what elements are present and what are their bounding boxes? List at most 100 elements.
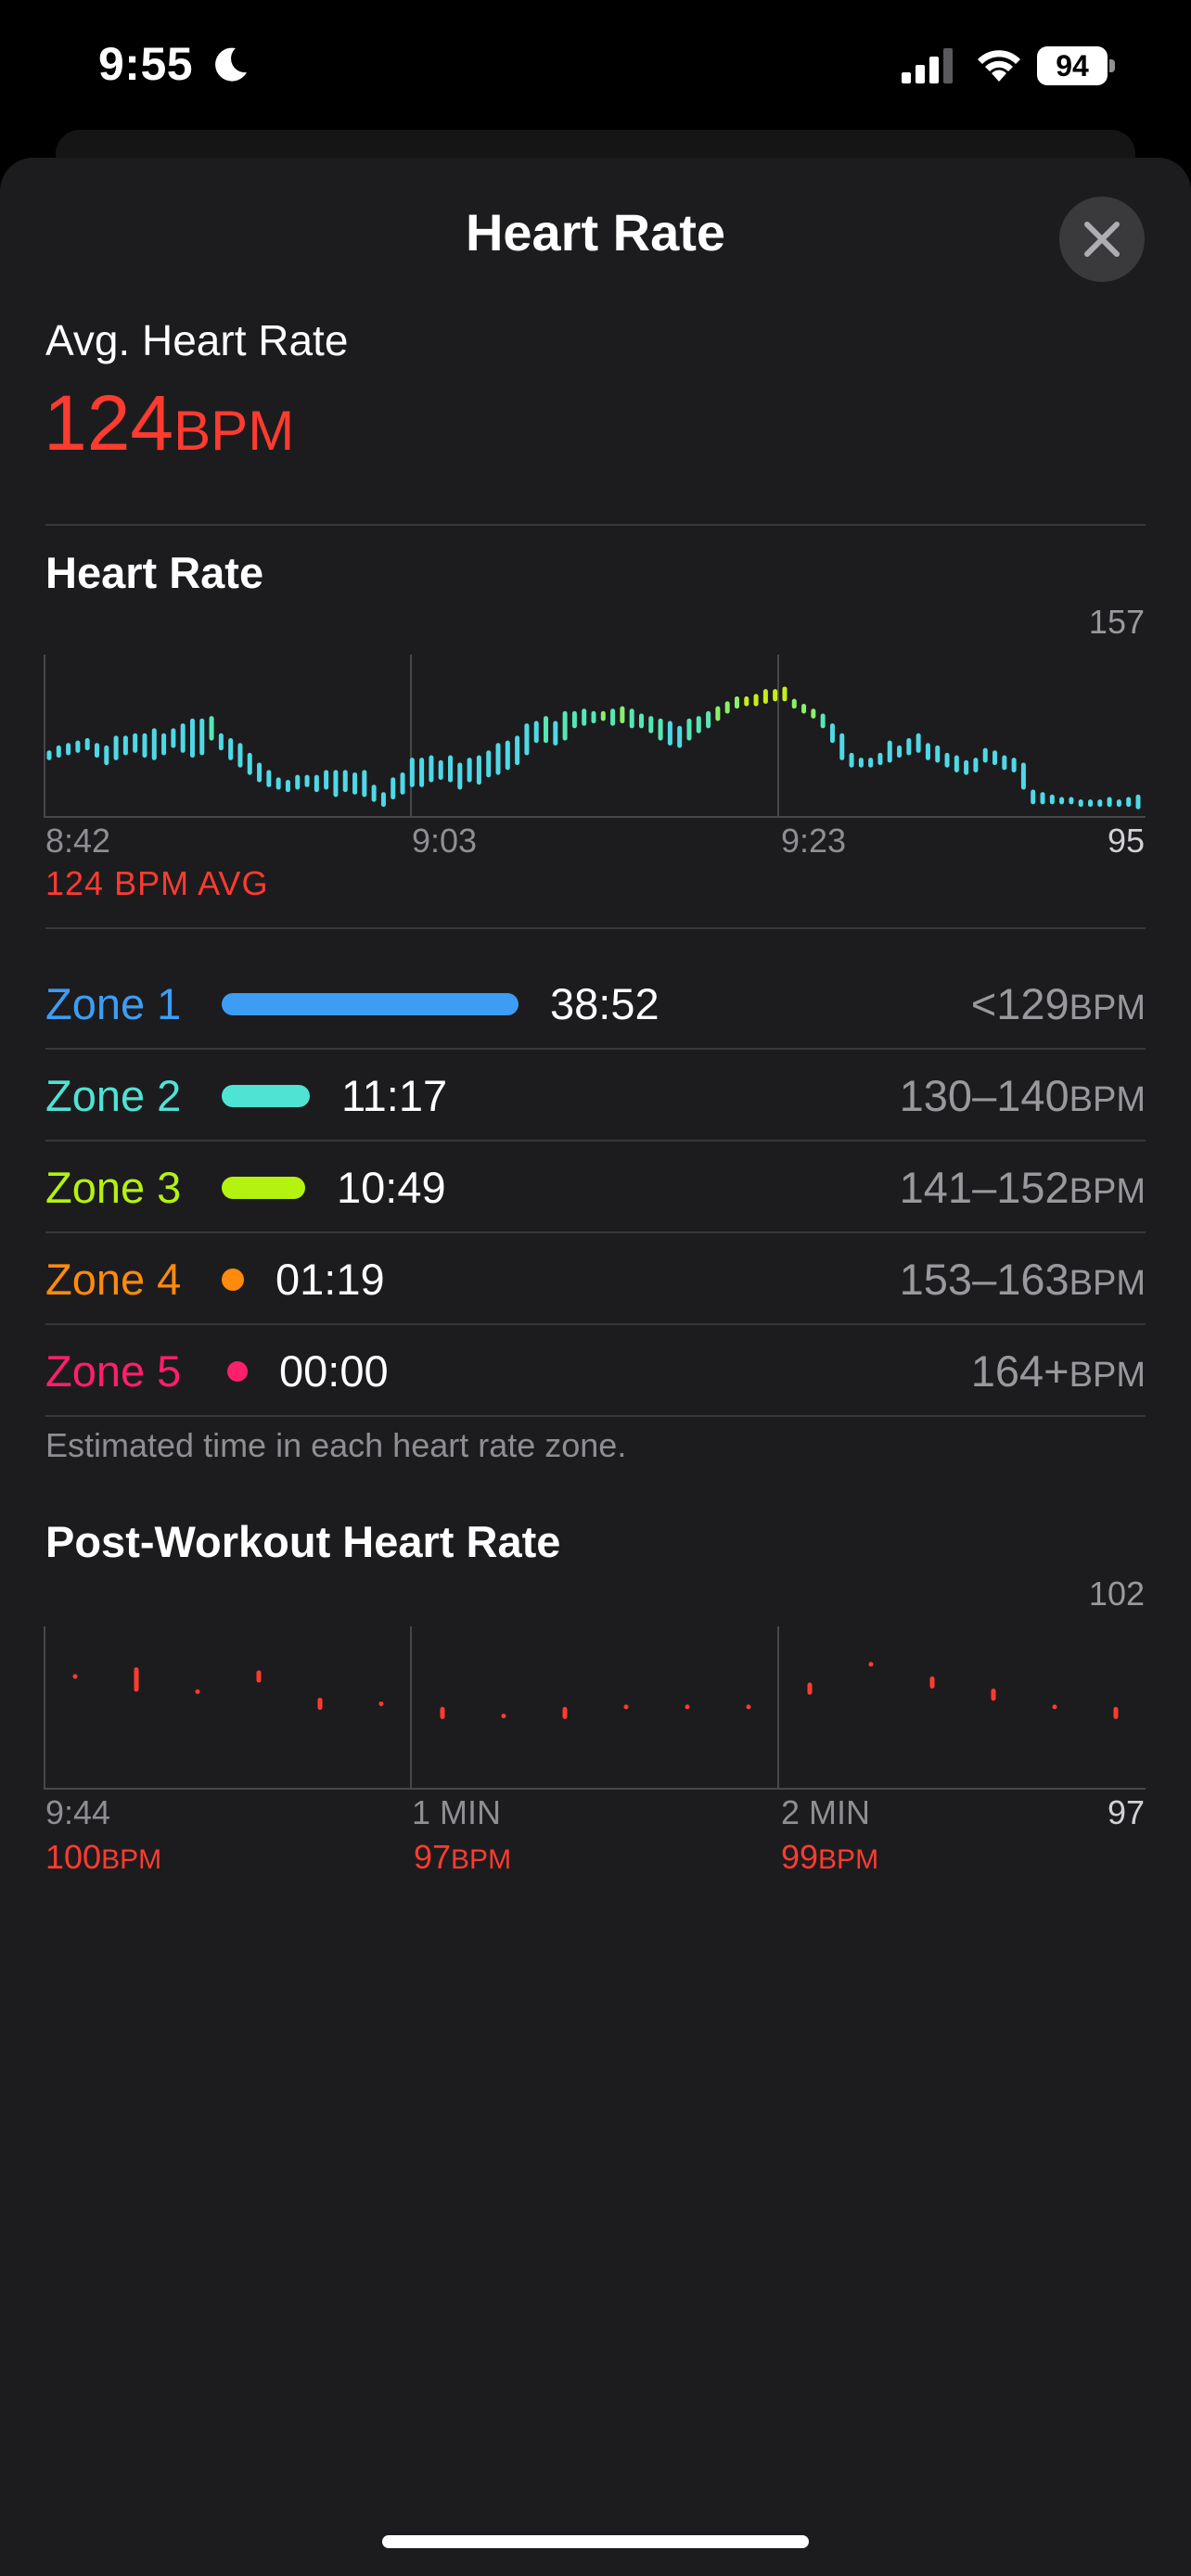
zone-row: Zone 3 10:49 141–152BPM: [45, 1141, 1146, 1233]
zone-range-value: 130–140: [899, 1071, 1069, 1120]
chart-bar: [706, 710, 711, 729]
zone-duration-bar: [222, 1269, 244, 1291]
chart-bar: [122, 735, 128, 756]
chart-bar: [553, 721, 558, 746]
chart-bar: [151, 728, 157, 760]
chart-bar: [562, 710, 568, 741]
chart-bar: [189, 718, 195, 759]
chart-bar: [378, 1701, 384, 1706]
chart-bar: [362, 770, 367, 797]
post-workout-time-label: 9:44: [45, 1793, 111, 1831]
chart-bar: [228, 738, 234, 760]
zone-range-value: <129: [970, 979, 1069, 1028]
zone-range: 141–152BPM: [900, 1162, 1146, 1213]
zone-range-unit: BPM: [1069, 1080, 1146, 1119]
chart-bar: [935, 745, 941, 763]
chart-bar: [1049, 794, 1055, 805]
heart-rate-sheet: Heart Rate Avg. Heart Rate 124BPM Heart …: [0, 158, 1191, 2576]
chart-bar: [1031, 789, 1036, 805]
chart-bar: [916, 733, 921, 753]
post-workout-min-label: 97: [1107, 1793, 1145, 1831]
chart-bar: [944, 752, 950, 768]
zone-duration-bar: [222, 1085, 310, 1107]
chart-bar: [600, 710, 606, 721]
chart-bar: [133, 733, 138, 753]
post-workout-value: 97BPM: [414, 1838, 511, 1877]
zone-time: 38:52: [550, 979, 660, 1028]
chart-bar: [1002, 755, 1007, 771]
chart-bar: [629, 708, 634, 729]
chart-bar: [429, 755, 434, 783]
heart-rate-time-label: 8:42: [45, 822, 111, 860]
chart-bar: [973, 758, 979, 773]
chart-bar: [582, 708, 587, 726]
chart-bar: [801, 703, 807, 714]
chart-bar: [266, 770, 272, 787]
chart-bar: [658, 718, 663, 741]
zone-range-value: 153–163: [899, 1255, 1069, 1304]
chart-bar: [992, 750, 998, 766]
chart-bar: [744, 696, 749, 707]
chart-bar: [524, 723, 530, 756]
heart-rate-max-label: 157: [1088, 603, 1145, 641]
zone-name: Zone 1: [45, 979, 182, 1028]
zone-row: Zone 1 38:52 <129BPM: [45, 958, 1146, 1050]
divider: [45, 1231, 1146, 1233]
zone-range-value: 164+: [970, 1346, 1069, 1396]
zone-time: 00:00: [279, 1346, 389, 1396]
chart-bar: [66, 743, 71, 756]
post-workout-chart: [44, 1626, 1146, 1790]
chart-bar: [209, 716, 214, 741]
heart-rate-chart: [44, 655, 1146, 818]
chart-bar: [237, 743, 243, 768]
chart-bar: [46, 750, 52, 760]
zone-row: Zone 2 11:17 130–140BPM: [45, 1050, 1146, 1141]
chart-bar: [304, 774, 310, 787]
chart-bar: [1116, 799, 1121, 808]
chart-bar: [746, 1704, 751, 1710]
chart-bar: [620, 706, 625, 724]
chart-bar: [180, 723, 186, 753]
chart-bar: [954, 755, 959, 773]
chart-bar: [457, 762, 463, 790]
chart-bar: [685, 1704, 690, 1710]
chart-bar: [440, 1706, 445, 1719]
avg-heart-rate-value: 124BPM: [44, 378, 294, 468]
chart-bar: [829, 723, 835, 744]
divider: [45, 1140, 1146, 1141]
post-workout-section-title: Post-Workout Heart Rate: [45, 1517, 561, 1566]
zone-range: <129BPM: [971, 978, 1146, 1029]
zone-range-unit: BPM: [1069, 988, 1146, 1027]
sheet-title: Heart Rate: [465, 203, 726, 261]
chart-bar: [317, 1697, 323, 1710]
heart-rate-min-label: 95: [1107, 822, 1145, 860]
chart-bar: [623, 1704, 629, 1710]
post-workout-value-unit: BPM: [451, 1844, 512, 1875]
chart-bar: [486, 750, 492, 778]
divider: [45, 927, 1146, 929]
status-bar: 9:55 94: [0, 0, 1191, 130]
chart-bar: [218, 733, 224, 751]
zone-range-value: 141–152: [899, 1163, 1069, 1212]
chart-bar: [925, 743, 930, 760]
chart-bar: [820, 713, 826, 729]
zone-time: 01:19: [275, 1255, 385, 1304]
chart-bar: [610, 708, 616, 726]
close-button[interactable]: [1059, 197, 1145, 282]
chart-bar: [791, 698, 797, 709]
chart-bar: [94, 743, 99, 759]
chart-bar: [467, 758, 472, 783]
post-workout-time-label: 2 MIN: [781, 1793, 871, 1831]
chart-bar: [696, 716, 701, 733]
post-workout-time-label: 1 MIN: [412, 1793, 502, 1831]
chart-bar: [782, 686, 788, 702]
home-indicator[interactable]: [382, 2535, 809, 2548]
chart-bar: [285, 779, 290, 793]
zone-range-unit: BPM: [1069, 1264, 1146, 1303]
chart-bar: [877, 752, 883, 766]
chart-bar: [113, 735, 119, 760]
chart-bar: [199, 718, 205, 756]
chart-bar: [495, 743, 501, 775]
chart-bar: [1052, 1704, 1057, 1710]
zone-range: 164+BPM: [971, 1345, 1146, 1396]
